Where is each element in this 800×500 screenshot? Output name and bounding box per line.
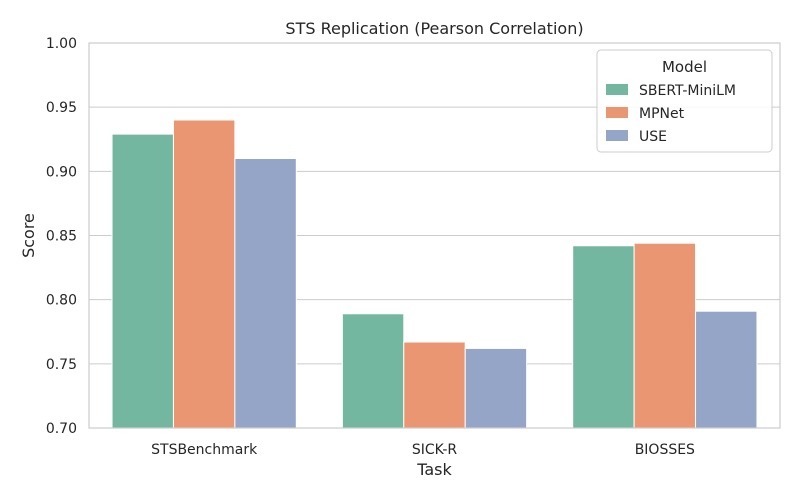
y-tick-label: 0.80 [46,293,77,309]
plot-frame [88,42,781,429]
bar-mpnet-sick-r [403,341,466,429]
bars [111,119,758,429]
y-tick-label: 0.75 [46,357,77,373]
legend-label: SBERT-MiniLM [639,83,736,99]
x-tick-label: STSBenchmark [151,442,258,458]
bar-use-stsbenchmark [234,158,297,429]
legend-box [596,49,773,153]
legend-items: SBERT-MiniLM MPNet USE [606,83,736,145]
legend-swatch [606,130,628,141]
legend-label: USE [639,129,667,145]
bar-use-sick-r [464,347,528,429]
y-tick-label: 0.85 [46,229,77,245]
y-tick-label: 0.70 [46,421,77,437]
bar-mpnet-stsbenchmark [172,119,236,429]
y-tick-label: 0.95 [46,100,77,116]
bar-sbert-minilm-sick-r [341,313,405,429]
y-tick-label: 1.00 [46,36,77,52]
x-tick-label: BIOSSES [635,442,695,458]
x-tick-label: SICK-R [412,442,458,458]
bar-sbert-minilm-biosses [572,245,635,429]
bar-sbert-minilm-stsbenchmark [111,133,174,429]
bar-use-biosses [695,310,758,429]
x-axis-label: Task [416,460,452,479]
chart-title: STS Replication (Pearson Correlation) [285,19,583,38]
legend-label: MPNet [639,106,685,122]
y-tick-labels: 0.70 0.75 0.80 0.85 0.90 0.95 1.00 [46,36,77,437]
y-tick-label: 0.90 [46,164,77,180]
x-tick-labels: STSBenchmark SICK-R BIOSSES [151,442,695,458]
legend-swatch [606,84,628,95]
legend-swatch [606,107,628,118]
bar-mpnet-biosses [633,242,697,429]
legend: Model SBERT-MiniLM MPNet USE [596,49,773,153]
y-axis-label: Score [19,213,38,258]
legend-title: Model [662,58,707,76]
